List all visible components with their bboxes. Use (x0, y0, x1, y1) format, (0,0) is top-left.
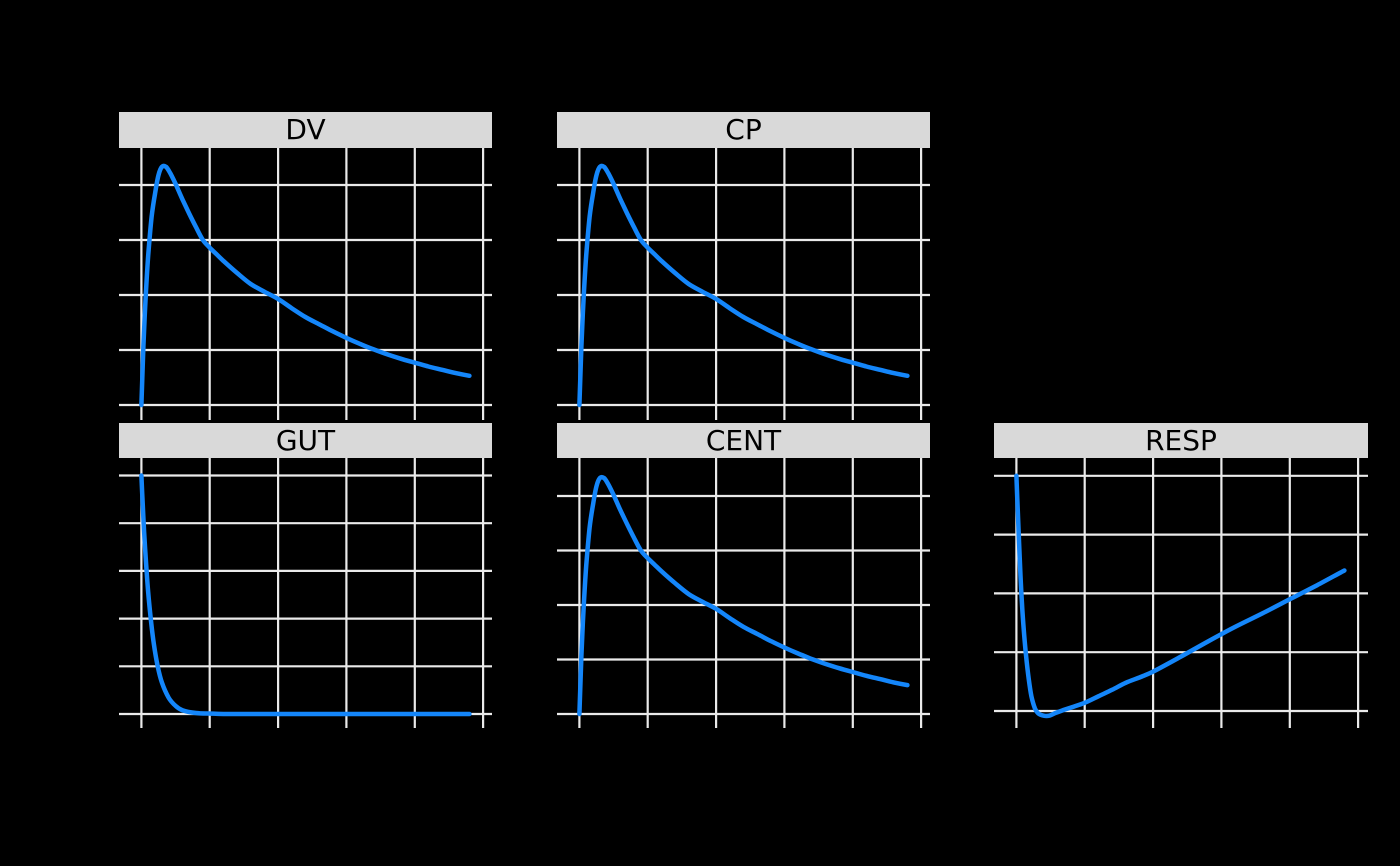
plot-area-cp (557, 148, 930, 420)
strip-label-dv: DV (285, 113, 326, 146)
strip-label-resp: RESP (1145, 423, 1217, 457)
plot-area-gut (119, 458, 492, 728)
strip-resp: RESP (994, 423, 1368, 458)
panel-dv: DV (119, 112, 492, 420)
plot-area-resp (994, 458, 1368, 728)
strip-label-cp: CP (725, 113, 762, 146)
strip-dv: DV (119, 112, 492, 148)
strip-cent: CENT (557, 423, 930, 458)
panel-cp: CP (557, 112, 930, 420)
strip-gut: GUT (119, 423, 492, 458)
series-line-dv (139, 163, 472, 408)
strip-label-gut: GUT (275, 423, 336, 457)
panel-cent: CENT (557, 423, 930, 728)
panel-resp: RESP (994, 423, 1368, 728)
series-line-resp (1014, 473, 1347, 719)
strip-label-cent: CENT (705, 423, 782, 457)
series-line-cp (577, 163, 910, 408)
plot-area-cent (557, 458, 930, 728)
strip-cp: CP (557, 112, 930, 148)
panel-gut: GUT (119, 423, 492, 728)
plot-area-dv (119, 148, 492, 420)
series-line-cent (577, 474, 910, 717)
series-line-gut (139, 473, 472, 717)
